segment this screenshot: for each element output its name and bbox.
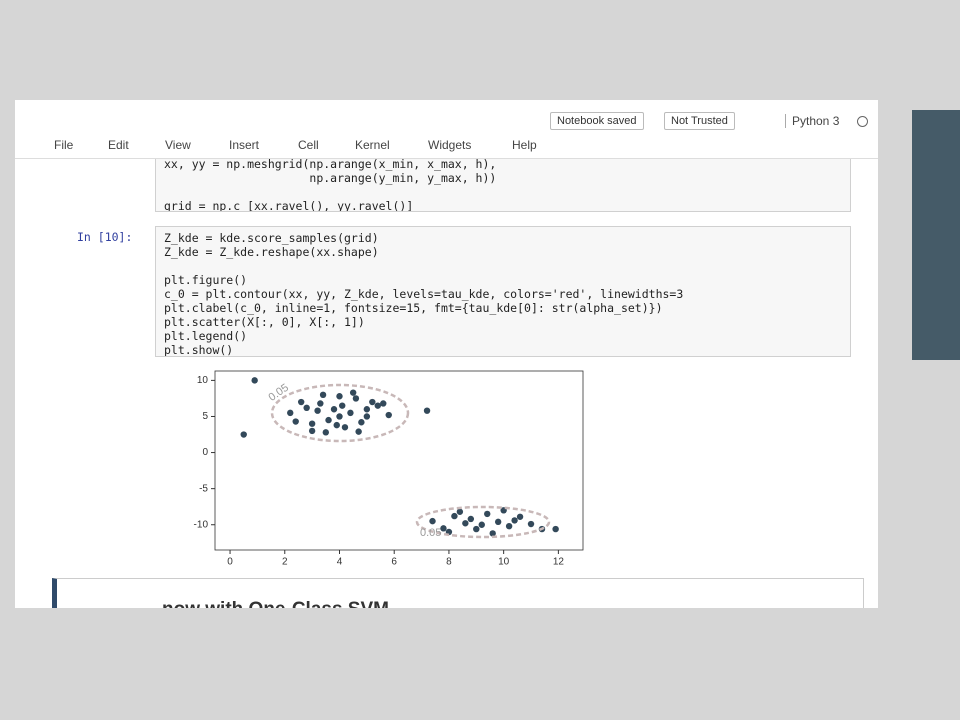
menu-item[interactable]: Widgets bbox=[428, 138, 472, 152]
point bbox=[352, 395, 360, 402]
point bbox=[423, 407, 431, 414]
point bbox=[251, 377, 258, 384]
x-tick-label: 0 bbox=[227, 557, 233, 568]
point bbox=[451, 512, 458, 520]
point bbox=[319, 391, 327, 399]
menu-item[interactable]: Cell bbox=[298, 138, 319, 152]
point bbox=[429, 517, 436, 525]
point bbox=[456, 508, 464, 515]
x-tick-label: 2 bbox=[282, 557, 288, 568]
code-line: plt.clabel(c_0, inline=1, fontsize=15, f… bbox=[164, 301, 663, 315]
menu-item[interactable]: View bbox=[165, 138, 191, 152]
heading: now with One-Class SVM bbox=[162, 599, 389, 608]
point bbox=[380, 400, 387, 407]
contour-label: 0.05 bbox=[420, 527, 441, 539]
point bbox=[358, 419, 365, 426]
y-tick-label: 5 bbox=[202, 411, 208, 422]
side-panel bbox=[912, 110, 960, 360]
point bbox=[336, 393, 343, 400]
point bbox=[303, 404, 310, 412]
point bbox=[308, 427, 316, 435]
point bbox=[349, 389, 357, 396]
blank-line bbox=[164, 185, 850, 199]
code-line: Z_kde = kde.score_samples(grid) bbox=[164, 231, 379, 245]
point bbox=[552, 525, 559, 533]
blank-line bbox=[164, 259, 850, 273]
point bbox=[363, 406, 371, 413]
y-tick-label: -5 bbox=[199, 483, 208, 494]
point bbox=[478, 521, 485, 528]
y-tick-label: -10 bbox=[194, 519, 209, 530]
point bbox=[363, 413, 371, 420]
code-line: Z_kde = Z_kde.reshape(xx.shape) bbox=[164, 245, 379, 259]
x-tick-label: 12 bbox=[553, 557, 565, 568]
point bbox=[511, 517, 518, 524]
code-line: plt.legend() bbox=[164, 329, 248, 343]
point bbox=[527, 520, 535, 528]
point bbox=[339, 402, 346, 409]
point bbox=[467, 515, 475, 523]
prompt: In [10]: bbox=[77, 230, 133, 244]
point bbox=[287, 409, 294, 417]
point bbox=[325, 416, 332, 424]
notebook: Notebook saved Not Trusted Python 3 File… bbox=[15, 100, 878, 608]
menu-item[interactable]: Edit bbox=[108, 138, 129, 152]
point bbox=[292, 418, 299, 425]
menu-item[interactable]: Help bbox=[512, 138, 537, 152]
kernel-indicator bbox=[857, 116, 868, 127]
status-button[interactable]: Notebook saved bbox=[550, 112, 644, 130]
code-line: plt.figure() bbox=[164, 273, 248, 287]
point bbox=[505, 522, 513, 530]
point bbox=[336, 413, 343, 420]
code-line: np.arange(y_min, y_max, h)) bbox=[164, 171, 497, 185]
code-line: plt.scatter(X[:, 0], X[:, 1]) bbox=[164, 315, 365, 329]
code-line: c_0 = plt.contour(xx, yy, Z_kde, levels=… bbox=[164, 287, 684, 301]
y-tick-label: 0 bbox=[202, 447, 208, 458]
point bbox=[440, 525, 447, 532]
point bbox=[240, 431, 247, 438]
contour bbox=[415, 505, 551, 539]
code-line: plt.show() bbox=[164, 343, 234, 357]
point bbox=[333, 421, 340, 429]
point bbox=[355, 428, 362, 435]
markdown-cell[interactable]: now with One-Class SVM bbox=[52, 578, 864, 608]
code-line: xx, yy = np.meshgrid(np.arange(x_min, x_… bbox=[164, 157, 497, 171]
point bbox=[489, 530, 496, 537]
header: Notebook saved Not Trusted Python 3 File… bbox=[15, 100, 878, 159]
y-tick-label: 10 bbox=[197, 375, 209, 386]
point bbox=[385, 411, 392, 419]
contour bbox=[270, 383, 410, 443]
point bbox=[308, 420, 316, 427]
x-tick-label: 8 bbox=[446, 557, 452, 568]
point bbox=[374, 402, 381, 409]
point bbox=[462, 520, 469, 527]
point bbox=[369, 398, 376, 406]
point bbox=[516, 513, 524, 520]
point bbox=[494, 518, 502, 526]
point bbox=[330, 406, 338, 413]
x-tick-label: 6 bbox=[391, 557, 397, 568]
point bbox=[341, 424, 349, 431]
point bbox=[322, 429, 330, 436]
kernel-name: Python 3 bbox=[785, 114, 839, 128]
x-tick-label: 4 bbox=[337, 557, 343, 568]
point bbox=[473, 525, 480, 533]
point bbox=[347, 409, 354, 417]
trust-button[interactable]: Not Trusted bbox=[664, 112, 735, 130]
x-tick-label: 10 bbox=[498, 557, 510, 568]
point bbox=[484, 510, 491, 518]
code-line: grid = np.c_[xx.ravel(), yy.ravel()] bbox=[164, 199, 414, 212]
code-cell[interactable]: Z_kde = kde.score_samples(grid) Z_kde = Z… bbox=[155, 226, 851, 357]
point bbox=[314, 407, 321, 414]
menu-item[interactable]: Kernel bbox=[355, 138, 390, 152]
menu-item[interactable]: Insert bbox=[229, 138, 260, 152]
plot-frame bbox=[214, 370, 584, 551]
menu-item[interactable]: File bbox=[54, 138, 74, 152]
point bbox=[317, 400, 324, 407]
point bbox=[297, 398, 305, 406]
